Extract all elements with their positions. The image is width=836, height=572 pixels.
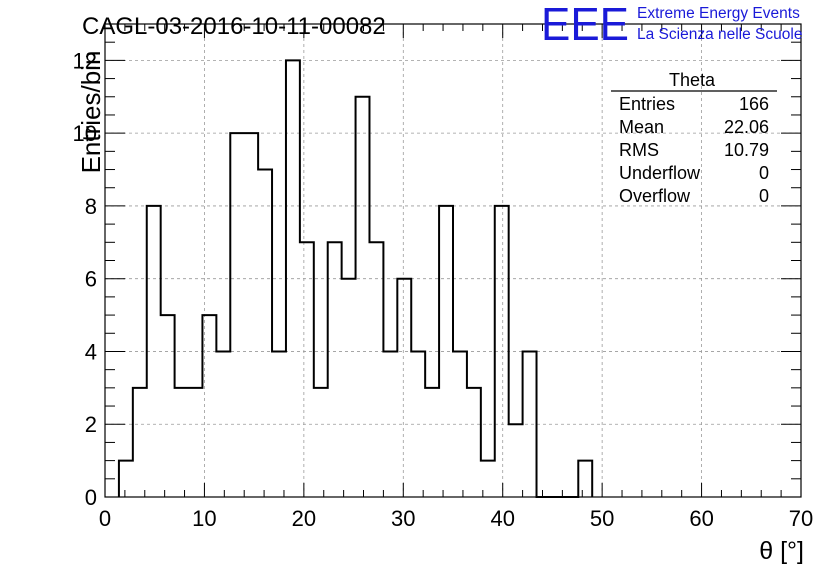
histogram-bin bbox=[342, 279, 356, 497]
histogram-bin bbox=[356, 97, 370, 497]
histogram-bin bbox=[314, 388, 328, 497]
x-axis-label: θ [°] bbox=[759, 537, 804, 565]
logo-line2: La Scienza nelle Scuole bbox=[637, 26, 802, 43]
histogram-bin bbox=[258, 170, 272, 497]
histogram-bin bbox=[425, 388, 439, 497]
stats-label: Mean bbox=[619, 117, 664, 137]
y-tick-label: 2 bbox=[85, 412, 97, 437]
stats-box-rows: Entries 166 Mean 22.06 RMS 10.79 Underflow 0 Ove… bbox=[619, 94, 769, 206]
histogram-outline bbox=[117, 59, 594, 498]
histogram bbox=[117, 59, 594, 498]
y-tick-label: 10 bbox=[73, 121, 97, 146]
histogram-bin bbox=[523, 351, 537, 497]
x-tick-label: 60 bbox=[689, 506, 713, 531]
x-tick-label: 70 bbox=[789, 506, 813, 531]
stats-label: Entries bbox=[619, 94, 675, 114]
stats-value: 166 bbox=[739, 94, 769, 114]
histogram-bin bbox=[133, 388, 147, 497]
histogram-bin bbox=[467, 388, 481, 497]
histogram-bin bbox=[244, 133, 258, 497]
histogram-bin bbox=[578, 461, 592, 497]
stats-box-title: Theta bbox=[669, 70, 716, 90]
histogram-bin bbox=[175, 388, 189, 497]
y-tick-label: 0 bbox=[85, 485, 97, 510]
x-tick-label: 40 bbox=[490, 506, 514, 531]
stats-label: Overflow bbox=[619, 186, 691, 206]
stats-value: 0 bbox=[759, 163, 769, 183]
y-axis-label: Entries/bin bbox=[76, 51, 106, 174]
y-tick-label: 4 bbox=[85, 339, 97, 364]
histogram-bin bbox=[161, 315, 175, 497]
y-tick-label: 12 bbox=[73, 48, 97, 73]
logo-line1: Extreme Energy Events bbox=[637, 5, 800, 22]
histogram-bin bbox=[189, 388, 203, 497]
tick-labels: 0 10 20 30 40 50 60 70 0 2 4 6 8 10 12 bbox=[73, 48, 814, 531]
histogram-bin bbox=[369, 242, 383, 497]
histogram-bin bbox=[328, 242, 342, 497]
y-tick-label: 6 bbox=[85, 267, 97, 292]
x-tick-label: 10 bbox=[192, 506, 216, 531]
histogram-bin bbox=[216, 351, 230, 497]
stats-box: Theta Entries 166 Mean 22.06 RMS 10.79 Underfl… bbox=[611, 70, 777, 206]
stats-label: RMS bbox=[619, 140, 659, 160]
stats-label: Underflow bbox=[619, 163, 701, 183]
eee-logo: EEE Extreme Energy Events La Scienza nel… bbox=[541, 0, 802, 50]
histogram-bin bbox=[119, 461, 133, 497]
histogram-bin bbox=[509, 424, 523, 497]
axis-ticks bbox=[104, 23, 802, 498]
histogram-bin bbox=[230, 133, 244, 497]
chart-title: CAGL-03-2016-10-11-00082 bbox=[82, 13, 386, 40]
stats-value: 0 bbox=[759, 186, 769, 206]
stats-value: 10.79 bbox=[724, 140, 769, 160]
x-tick-label: 30 bbox=[391, 506, 415, 531]
histogram-bin bbox=[397, 279, 411, 497]
y-tick-label: 8 bbox=[85, 194, 97, 219]
logo-mark: EEE bbox=[541, 0, 629, 50]
histogram-bin bbox=[300, 242, 314, 497]
x-tick-label: 50 bbox=[590, 506, 614, 531]
x-tick-label: 0 bbox=[99, 506, 111, 531]
stats-value: 22.06 bbox=[724, 117, 769, 137]
x-tick-label: 20 bbox=[292, 506, 316, 531]
